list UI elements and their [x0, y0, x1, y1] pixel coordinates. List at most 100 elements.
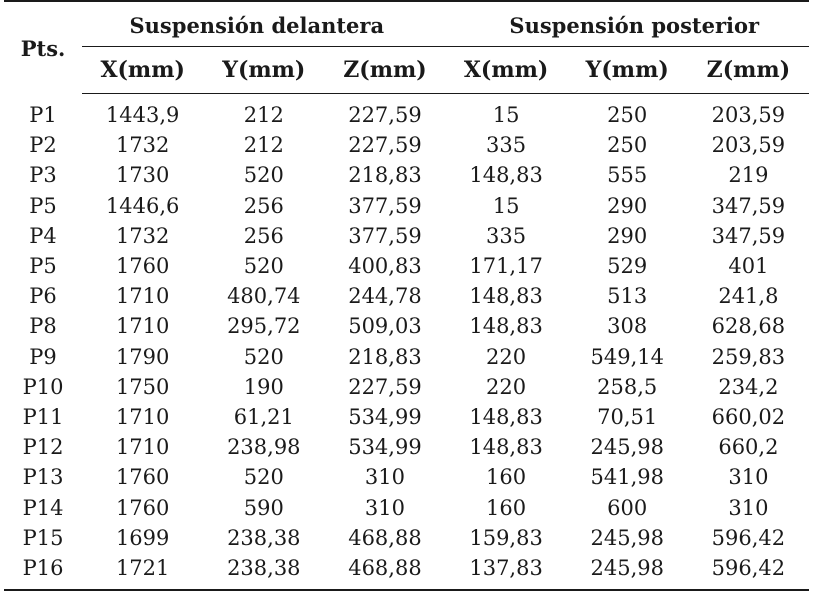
- front-x-cell: 1710: [115, 404, 170, 429]
- table-row: P10 1750 190 227,59 220 258,5 234,2: [4, 372, 809, 402]
- front-x-cell: 1699: [115, 525, 170, 550]
- rear-y-cell: 245,98: [566, 552, 688, 591]
- rear-y-cell: 600: [607, 495, 648, 520]
- point-label-cell: P2: [29, 133, 57, 158]
- front-y-cell: 212: [243, 103, 284, 128]
- front-z-cell: 468,88: [324, 552, 446, 591]
- rear-z-cell: 401: [728, 254, 769, 279]
- rear-y-cell: 70,51: [597, 404, 658, 429]
- front-x-cell: 1750: [115, 374, 170, 399]
- front-z-cell: 218,83: [348, 344, 422, 369]
- rear-x-cell: 220: [486, 374, 527, 399]
- front-y-cell: 256: [243, 223, 284, 248]
- front-y-cell: 61,21: [233, 404, 294, 429]
- front-x-cell: 1446,6: [105, 193, 180, 218]
- front-y-cell: 212: [243, 133, 284, 158]
- rear-x-cell: 15: [492, 193, 520, 218]
- rear-x-cell: 160: [486, 465, 527, 490]
- front-x-cell: 1710: [115, 314, 170, 339]
- table-row: P13 1760 520 310 160 541,98 310: [4, 462, 809, 492]
- front-x-cell: 1760: [115, 495, 170, 520]
- front-z-cell: 227,59: [348, 103, 422, 128]
- rear-x-cell: 335: [486, 223, 527, 248]
- rear-z-cell: 596,42: [711, 525, 786, 550]
- rear-x-header: X(mm): [445, 46, 567, 94]
- rear-y-header: Y(mm): [566, 46, 688, 94]
- rear-y-cell: 555: [607, 163, 648, 188]
- front-z-cell: 227,59: [348, 133, 422, 158]
- table-row: P4 1732 256 377,59 335 290 347,59: [4, 221, 809, 251]
- table-row: P16 1721 238,38 468,88 137,83 245,98 596,42: [4, 552, 809, 591]
- rear-y-cell: 541,98: [590, 465, 664, 490]
- rear-x-cell: 137,83: [445, 552, 567, 591]
- points-column-header: Pts.: [20, 36, 66, 62]
- table-header: Pts. Suspensión delantera Suspensión pos…: [4, 2, 809, 94]
- rear-z-cell: 259,83: [711, 344, 786, 369]
- front-y-cell: 520: [243, 254, 284, 279]
- rear-z-cell: 219: [728, 163, 769, 188]
- table-row: P5 1446,6 256 377,59 15 290 347,59: [4, 191, 809, 221]
- rear-y-cell: 250: [607, 133, 648, 158]
- table-row: P15 1699 238,38 468,88 159,83 245,98 596,42: [4, 523, 809, 553]
- point-label-cell: P12: [22, 435, 64, 460]
- point-label-cell: P13: [22, 465, 64, 490]
- rear-x-cell: 148,83: [469, 284, 543, 309]
- front-y-cell: 520: [243, 163, 284, 188]
- table-row: P14 1760 590 310 160 600 310: [4, 492, 809, 522]
- rear-z-cell: 347,59: [711, 223, 786, 248]
- rear-z-cell: 660,02: [711, 404, 786, 429]
- front-x-cell: 1443,9: [105, 103, 180, 128]
- rear-x-cell: 148,83: [469, 435, 543, 460]
- table-row: P3 1730 520 218,83 148,83 555 219: [4, 160, 809, 190]
- table-row: P12 1710 238,98 534,99 148,83 245,98 660,2: [4, 432, 809, 462]
- front-z-header: Z(mm): [324, 46, 446, 94]
- rear-z-cell: 628,68: [711, 314, 786, 339]
- rear-y-cell: 258,5: [597, 374, 658, 399]
- rear-y-cell: 245,98: [590, 435, 664, 460]
- point-label-cell: P14: [22, 495, 64, 520]
- point-label-cell: P4: [29, 223, 57, 248]
- front-x-cell: 1732: [115, 223, 170, 248]
- suspension-points-table: Pts. Suspensión delantera Suspensión pos…: [4, 2, 809, 591]
- front-z-cell: 377,59: [348, 223, 422, 248]
- front-suspension-header: Suspensión delantera: [82, 2, 446, 47]
- front-x-cell: 1721: [82, 552, 204, 591]
- point-label-cell: P5: [29, 193, 57, 218]
- front-z-cell: 400,83: [348, 254, 422, 279]
- front-x-cell: 1732: [115, 133, 170, 158]
- front-z-cell: 468,88: [348, 525, 422, 550]
- front-z-cell: 534,99: [348, 435, 422, 460]
- point-label-cell: P11: [22, 404, 64, 429]
- front-y-cell: 590: [243, 495, 284, 520]
- point-label-cell: P9: [29, 344, 57, 369]
- rear-z-cell: 310: [728, 465, 769, 490]
- point-label-cell: P3: [29, 163, 57, 188]
- front-y-cell: 256: [243, 193, 284, 218]
- rear-y-cell: 250: [607, 103, 648, 128]
- rear-y-cell: 308: [607, 314, 648, 339]
- rear-z-header: Z(mm): [687, 46, 809, 94]
- front-y-cell: 520: [243, 465, 284, 490]
- rear-x-cell: 148,83: [469, 404, 543, 429]
- rear-x-cell: 335: [486, 133, 527, 158]
- front-z-cell: 310: [364, 495, 405, 520]
- suspension-points-table-container: Pts. Suspensión delantera Suspensión pos…: [4, 0, 809, 591]
- front-z-cell: 218,83: [348, 163, 422, 188]
- point-label-cell: P15: [22, 525, 64, 550]
- front-x-header: X(mm): [82, 46, 204, 94]
- rear-z-cell: 660,2: [718, 435, 779, 460]
- front-z-cell: 509,03: [348, 314, 422, 339]
- front-y-cell: 238,38: [227, 525, 301, 550]
- point-label-cell: P5: [29, 254, 57, 279]
- point-label-cell: P1: [29, 102, 57, 127]
- table-row: P6 1710 480,74 244,78 148,83 513 241,8: [4, 281, 809, 311]
- rear-x-cell: 160: [486, 495, 527, 520]
- front-y-cell: 238,38: [203, 552, 325, 591]
- front-z-cell: 377,59: [348, 193, 422, 218]
- rear-y-cell: 529: [607, 254, 648, 279]
- sub-header-row: X(mm) Y(mm) Z(mm) X(mm) Y(mm) Z(mm): [4, 46, 809, 94]
- front-y-cell: 480,74: [227, 284, 301, 309]
- rear-x-cell: 148,83: [469, 163, 543, 188]
- rear-z-cell: 203,59: [711, 103, 786, 128]
- table-body: P1 1443,9 212 227,59 15 250 203,59 P2 1732 212 227…: [4, 94, 809, 591]
